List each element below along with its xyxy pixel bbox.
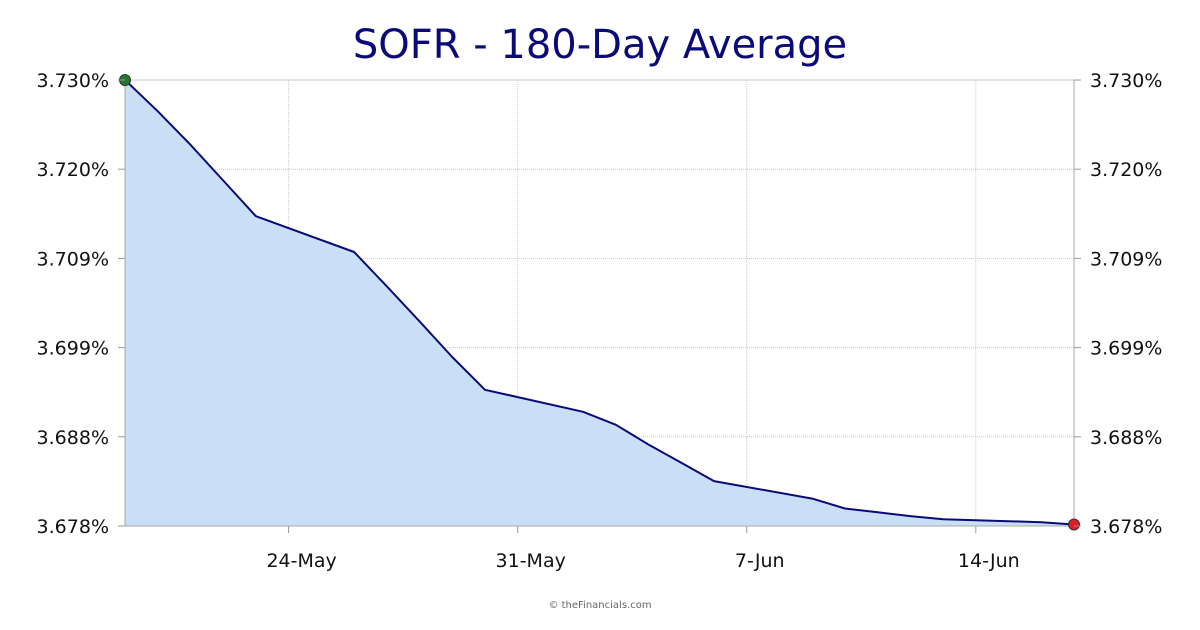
credit-text: © theFinancials.com	[548, 600, 651, 611]
y-axis-right: 3.678% 3.688% 3.699% 3.709% 3.720% 3.730%	[1074, 70, 1162, 538]
x-tick-label: 31-May	[496, 550, 566, 572]
y-axis-left: 3.678% 3.688% 3.699% 3.709% 3.720% 3.730%	[37, 70, 125, 538]
x-tick-label: 24-May	[266, 550, 336, 572]
y-tick-label-left: 3.730%	[37, 70, 109, 92]
y-tick-label-right: 3.678%	[1090, 516, 1162, 538]
x-tick-label: 14-Jun	[958, 550, 1020, 572]
y-tick-label-left: 3.709%	[37, 248, 109, 270]
y-tick-label-right: 3.730%	[1090, 70, 1162, 92]
series-area-fill	[125, 80, 1074, 526]
chart-title: SOFR - 180-Day Average	[353, 22, 847, 68]
y-tick-label-left: 3.720%	[37, 159, 109, 181]
y-tick-label-left: 3.688%	[37, 427, 109, 449]
y-tick-label-left: 3.678%	[37, 516, 109, 538]
x-axis: 24-May 31-May 7-Jun 14-Jun	[266, 526, 1020, 572]
y-tick-label-right: 3.720%	[1090, 159, 1162, 181]
x-tick-label: 7-Jun	[735, 550, 785, 572]
series-line	[124, 79, 1075, 526]
plot-frame	[124, 79, 1075, 527]
end-point-marker	[1068, 518, 1080, 531]
y-tick-label-right: 3.688%	[1090, 427, 1162, 449]
y-tick-label-right: 3.699%	[1090, 338, 1162, 360]
y-tick-label-left: 3.699%	[37, 338, 109, 360]
y-tick-label-right: 3.709%	[1090, 248, 1162, 270]
